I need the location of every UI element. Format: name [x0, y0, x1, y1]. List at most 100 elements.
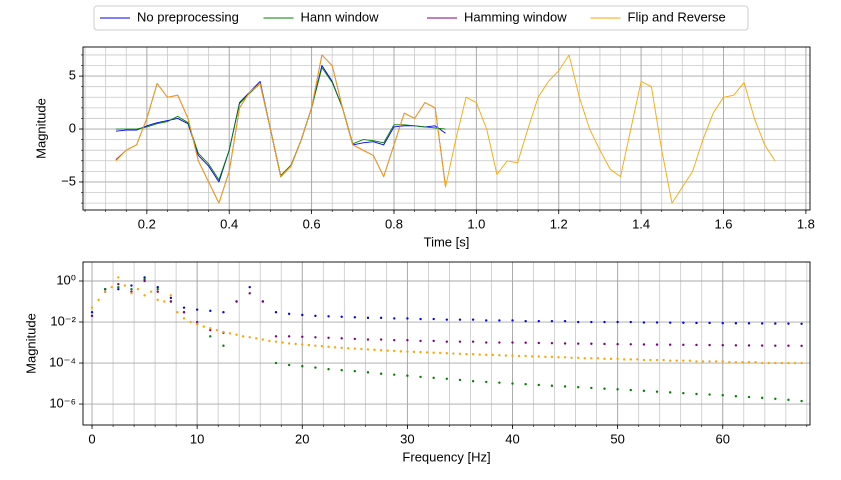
y-tick-label: 10⁻²	[50, 313, 76, 328]
data-point	[747, 344, 751, 347]
data-point	[360, 347, 363, 351]
data-point	[156, 285, 159, 289]
data-point	[379, 372, 383, 375]
data-point	[603, 320, 606, 324]
data-point	[117, 287, 120, 291]
data-point	[373, 348, 376, 352]
data-point	[537, 319, 540, 323]
data-point	[636, 358, 639, 361]
data-point	[498, 354, 501, 357]
data-point	[235, 333, 238, 336]
data-point	[301, 313, 304, 317]
data-point	[419, 350, 422, 354]
data-point	[629, 343, 632, 346]
data-point	[485, 341, 488, 344]
legend-label: Hamming window	[464, 9, 567, 24]
x-tick-label: 0	[88, 431, 95, 446]
data-point	[590, 342, 593, 345]
data-point	[222, 344, 225, 347]
data-point	[393, 338, 396, 342]
data-point	[287, 312, 291, 316]
data-point	[655, 358, 659, 362]
data-point	[550, 319, 554, 323]
data-point	[695, 392, 698, 396]
data-point	[708, 360, 711, 363]
data-point	[425, 351, 429, 354]
plot-frame	[82, 46, 811, 211]
data-point	[465, 352, 468, 356]
data-point	[800, 322, 803, 325]
y-tick-label: 0	[69, 120, 76, 135]
data-point	[590, 357, 593, 360]
data-point	[524, 354, 527, 358]
data-point	[708, 321, 711, 325]
data-point	[734, 322, 738, 325]
data-point	[248, 336, 251, 339]
data-point	[498, 319, 501, 322]
y-tick-label: −5	[61, 173, 76, 188]
data-point	[800, 399, 803, 403]
data-point	[760, 396, 764, 400]
data-point	[432, 376, 435, 380]
data-point	[787, 361, 790, 365]
data-point	[327, 315, 330, 318]
data-point	[471, 352, 475, 356]
data-point	[642, 343, 646, 346]
x-tick-label: 0.2	[138, 216, 156, 231]
y-axis-label: Magnitude	[23, 313, 38, 374]
data-point	[695, 321, 698, 325]
data-point	[760, 344, 764, 347]
y-axis-label: Magnitude	[33, 98, 48, 159]
y-tick-label: 10⁻⁴	[49, 354, 76, 369]
x-tick-label: 60	[716, 431, 730, 446]
data-point	[228, 332, 232, 335]
data-point	[307, 343, 311, 347]
y-tick-label: 10⁰	[56, 272, 76, 287]
data-point	[366, 316, 370, 320]
data-point	[655, 321, 659, 324]
data-point	[189, 320, 192, 324]
data-point	[629, 388, 632, 392]
data-point	[517, 354, 521, 358]
data-point	[537, 355, 540, 358]
data-point	[117, 285, 120, 289]
data-point	[721, 344, 724, 347]
data-point	[366, 371, 370, 374]
data-point	[241, 335, 245, 338]
data-point	[235, 300, 238, 303]
data-point	[675, 359, 678, 362]
data-point	[222, 330, 225, 334]
data-point	[314, 314, 317, 318]
data-point	[255, 337, 258, 340]
data-point	[616, 357, 619, 361]
data-point	[90, 314, 94, 318]
data-point	[353, 369, 357, 373]
data-point	[642, 321, 646, 324]
x-tick-label: 40	[505, 431, 519, 446]
data-point	[695, 343, 698, 347]
data-point	[439, 351, 442, 355]
data-point	[603, 342, 606, 346]
data-point	[623, 358, 626, 361]
data-point	[458, 378, 462, 382]
x-tick-label: 1.4	[632, 216, 650, 231]
data-point	[747, 395, 751, 399]
data-point	[741, 360, 744, 364]
data-point	[747, 322, 751, 325]
data-point	[728, 360, 731, 364]
data-point	[222, 311, 225, 314]
data-point	[577, 342, 580, 345]
data-point	[301, 365, 304, 368]
data-point	[353, 337, 357, 341]
data-point	[649, 358, 652, 362]
data-point	[248, 285, 251, 289]
data-point	[485, 353, 488, 357]
data-point	[668, 321, 672, 324]
data-point	[524, 319, 527, 323]
data-point	[340, 346, 343, 350]
data-point	[366, 338, 370, 341]
data-point	[209, 335, 212, 338]
data-point	[537, 341, 540, 345]
